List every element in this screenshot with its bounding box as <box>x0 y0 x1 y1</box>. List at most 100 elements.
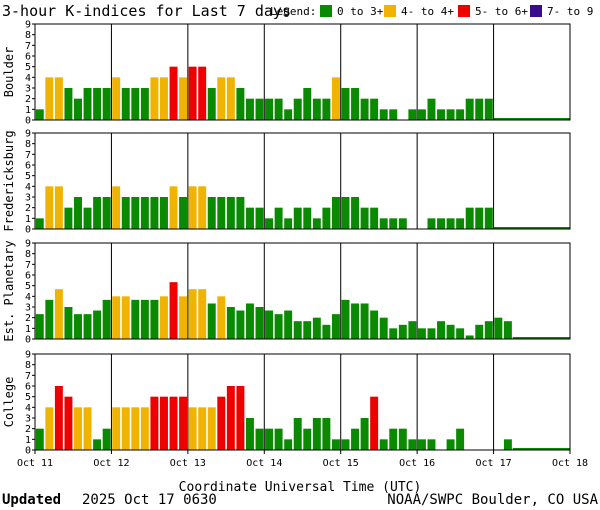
k-index-bar <box>303 428 312 450</box>
y-tick-label: 9 <box>25 239 31 250</box>
k-index-bar <box>475 207 484 229</box>
y-tick-label: 4 <box>25 403 31 414</box>
chart-title: 3-hour K-indices for Last 7 days <box>2 2 291 20</box>
legend-swatch-green <box>320 5 332 17</box>
k-index-bar <box>226 197 235 229</box>
k-index-bar <box>245 303 254 339</box>
k-index-bar <box>265 218 274 229</box>
legend-item-purple: 7- to 9 <box>547 5 593 18</box>
k-index-bar <box>398 324 407 339</box>
y-tick-label: 7 <box>25 371 31 382</box>
k-index-bar <box>389 428 398 450</box>
k-index-bar <box>408 321 417 339</box>
k-index-bar <box>131 88 140 120</box>
k-index-bar <box>446 324 455 339</box>
k-index-bar <box>245 418 254 450</box>
k-index-bar <box>484 98 493 120</box>
k-index-bar <box>284 439 293 450</box>
k-index-bar <box>284 310 293 339</box>
k-index-bar <box>293 321 302 339</box>
k-index-bar <box>45 186 54 229</box>
k-index-bar <box>322 207 331 229</box>
k-index-bar <box>74 197 82 229</box>
k-index-bar <box>217 197 226 229</box>
k-index-bar <box>446 109 455 120</box>
k-index-bar <box>198 186 207 229</box>
y-tick-label: 3 <box>25 84 31 95</box>
k-index-bar <box>341 88 350 120</box>
k-index-bar <box>245 207 254 229</box>
k-index-bar <box>456 218 465 229</box>
panel-frame <box>34 242 571 340</box>
k-index-bar <box>274 428 283 450</box>
k-index-bar <box>188 66 197 120</box>
k-index-bar <box>121 407 130 450</box>
k-index-bar <box>465 98 474 120</box>
y-tick-label: 6 <box>25 52 31 63</box>
k-index-bar <box>140 197 149 229</box>
y-tick-label: 2 <box>25 424 31 435</box>
k-index-bar <box>389 109 398 120</box>
y-tick-label: 0 <box>25 116 31 127</box>
k-index-bar <box>408 109 417 120</box>
k-index-bar <box>341 197 350 229</box>
k-index-bar <box>54 77 63 120</box>
panel-frame <box>34 132 571 230</box>
k-index-bar <box>150 77 159 120</box>
y-tick-label: 0 <box>25 225 31 236</box>
k-index-bar <box>45 299 54 339</box>
k-index-bar <box>112 407 121 450</box>
k-index-bar <box>475 98 484 120</box>
k-index-bar <box>102 428 111 450</box>
k-index-bar <box>112 77 121 120</box>
k-index-bar <box>446 218 455 229</box>
k-index-bar <box>54 386 63 450</box>
k-index-bar <box>446 439 455 450</box>
k-index-bar <box>456 109 465 120</box>
y-tick-label: 6 <box>25 382 31 393</box>
k-index-bar <box>389 328 398 339</box>
k-index-bar <box>93 310 102 339</box>
footer-credit: NOAA/SWPC Boulder, CO USA <box>387 492 598 508</box>
k-index-bar <box>64 207 73 229</box>
k-index-bar <box>331 314 340 339</box>
k-index-bar <box>217 396 226 450</box>
k-index-bar <box>150 396 159 450</box>
k-index-bar <box>236 386 245 450</box>
y-tick-label: 9 <box>25 350 31 361</box>
k-index-bar <box>360 98 369 120</box>
x-tick-label: Oct 14 <box>246 458 282 469</box>
k-index-bar <box>408 439 417 450</box>
k-index-bar <box>351 197 360 229</box>
legend-swatch-purple <box>530 5 542 17</box>
footer-updated-value: 2025 Oct 17 0630 <box>82 492 217 508</box>
k-index-bar <box>150 299 159 339</box>
k-index-bar <box>198 66 207 120</box>
k-index-bar <box>35 218 44 229</box>
k-index-bar <box>360 207 369 229</box>
y-tick-label: 7 <box>25 260 31 271</box>
y-tick-label: 5 <box>25 281 31 292</box>
k-index-bar <box>303 88 312 120</box>
k-index-bar <box>112 186 121 229</box>
station-label: Est. Planetary <box>2 240 16 341</box>
y-tick-label: 1 <box>25 435 31 446</box>
y-tick-label: 5 <box>25 392 31 403</box>
legend-label: Legend: <box>270 5 316 18</box>
k-index-bar <box>54 186 63 229</box>
k-index-bar <box>45 77 54 120</box>
k-index-bar <box>417 328 426 339</box>
k-index-bar <box>198 407 207 450</box>
k-index-bar <box>465 335 474 339</box>
x-tick-label: Oct 15 <box>323 458 359 469</box>
k-index-bar <box>35 314 44 339</box>
y-tick-label: 3 <box>25 303 31 314</box>
k-index-bar <box>159 77 168 120</box>
x-tick-label: Oct 12 <box>93 458 129 469</box>
k-index-bar <box>131 299 140 339</box>
k-index-bar <box>226 307 235 339</box>
y-tick-label: 9 <box>25 129 31 140</box>
k-index-bar <box>427 328 436 339</box>
k-index-bar <box>140 88 149 120</box>
